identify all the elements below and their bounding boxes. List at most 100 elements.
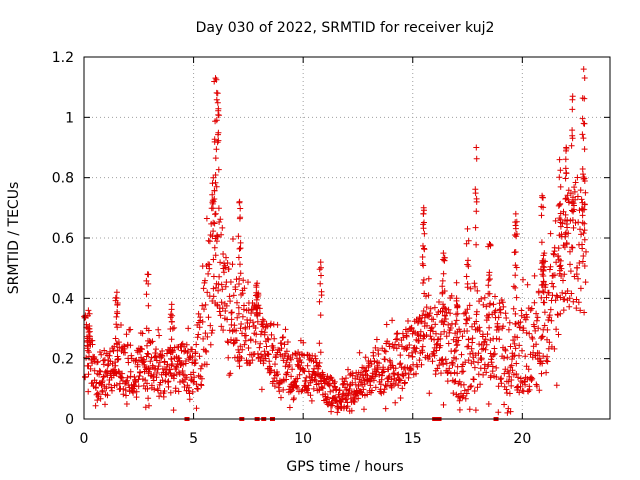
data-point [397, 377, 404, 384]
data-point [557, 310, 564, 317]
data-point [307, 392, 314, 399]
data-point [199, 302, 206, 309]
data-point [471, 280, 478, 287]
data-point [500, 303, 507, 310]
data-point [389, 317, 396, 324]
data-point [458, 351, 465, 358]
data-point [195, 331, 202, 338]
data-point [556, 156, 563, 163]
data-point [254, 280, 261, 287]
data-point [210, 256, 217, 263]
data-point [237, 205, 244, 212]
data-point [317, 312, 324, 319]
data-point [200, 335, 207, 342]
data-point [547, 306, 554, 313]
data-point [454, 334, 460, 341]
data-point [509, 367, 516, 374]
data-point [548, 317, 555, 324]
data-point [576, 260, 583, 266]
data-point [533, 317, 540, 324]
data-point [171, 372, 178, 379]
data-point [392, 381, 398, 387]
data-point [462, 395, 469, 402]
data-point [414, 319, 421, 326]
data-point [387, 358, 394, 365]
data-point [379, 369, 386, 376]
data-point [214, 90, 221, 97]
data-point [546, 312, 553, 319]
data-point [124, 374, 131, 381]
data-point [239, 346, 246, 353]
data-point [349, 379, 356, 386]
data-point [207, 341, 214, 348]
data-point [304, 362, 311, 369]
data-point [194, 334, 201, 341]
data-point [287, 388, 294, 395]
data-point [85, 307, 92, 314]
data-point [355, 383, 362, 389]
data-point [265, 350, 272, 357]
data-point [448, 292, 455, 299]
y-tick-label: 0.8 [52, 171, 74, 187]
data-point [419, 349, 426, 356]
data-point [465, 237, 472, 244]
data-point [516, 389, 523, 396]
data-point [327, 374, 334, 381]
data-point [534, 383, 540, 390]
data-point [581, 201, 588, 208]
data-point [496, 300, 503, 307]
data-point [155, 326, 162, 333]
data-point [512, 272, 519, 279]
data-point [225, 339, 232, 346]
data-point [196, 324, 203, 331]
data-point [258, 328, 265, 335]
data-point [395, 341, 402, 348]
data-point [464, 261, 471, 268]
data-point [474, 384, 481, 391]
data-point [319, 385, 326, 392]
data-point [515, 374, 521, 381]
data-point [416, 337, 422, 344]
data-point [135, 383, 142, 390]
data-point [480, 371, 487, 378]
data-point [264, 335, 271, 342]
data-point [361, 406, 367, 413]
data-point [428, 336, 435, 342]
data-point [483, 341, 490, 348]
data-point [557, 200, 564, 207]
data-point [492, 307, 499, 314]
data-point [451, 348, 458, 355]
data-point [312, 377, 319, 384]
data-point [451, 369, 458, 376]
data-point [391, 370, 398, 377]
data-point [471, 364, 478, 371]
data-point [318, 272, 324, 279]
data-point [101, 347, 108, 354]
data-point [143, 325, 150, 332]
data-point [233, 337, 240, 344]
data-point [218, 281, 225, 288]
data-point [474, 287, 481, 294]
data-point [120, 391, 127, 398]
data-point [436, 362, 443, 369]
data-point [227, 370, 234, 377]
data-point [490, 301, 497, 308]
data-point [550, 250, 557, 257]
data-point [565, 199, 572, 206]
data-point [301, 352, 308, 359]
data-point [246, 323, 253, 330]
data-point [217, 259, 224, 266]
data-point [261, 329, 268, 336]
data-point [245, 345, 252, 351]
data-point [373, 336, 380, 343]
data-point [183, 374, 190, 381]
data-point [572, 179, 579, 186]
data-point [265, 351, 272, 358]
data-point [423, 293, 429, 300]
data-point [464, 284, 471, 291]
data-point [228, 316, 235, 323]
data-point [523, 311, 530, 318]
data-point [235, 233, 242, 240]
data-point [569, 106, 576, 113]
data-point [494, 323, 501, 330]
